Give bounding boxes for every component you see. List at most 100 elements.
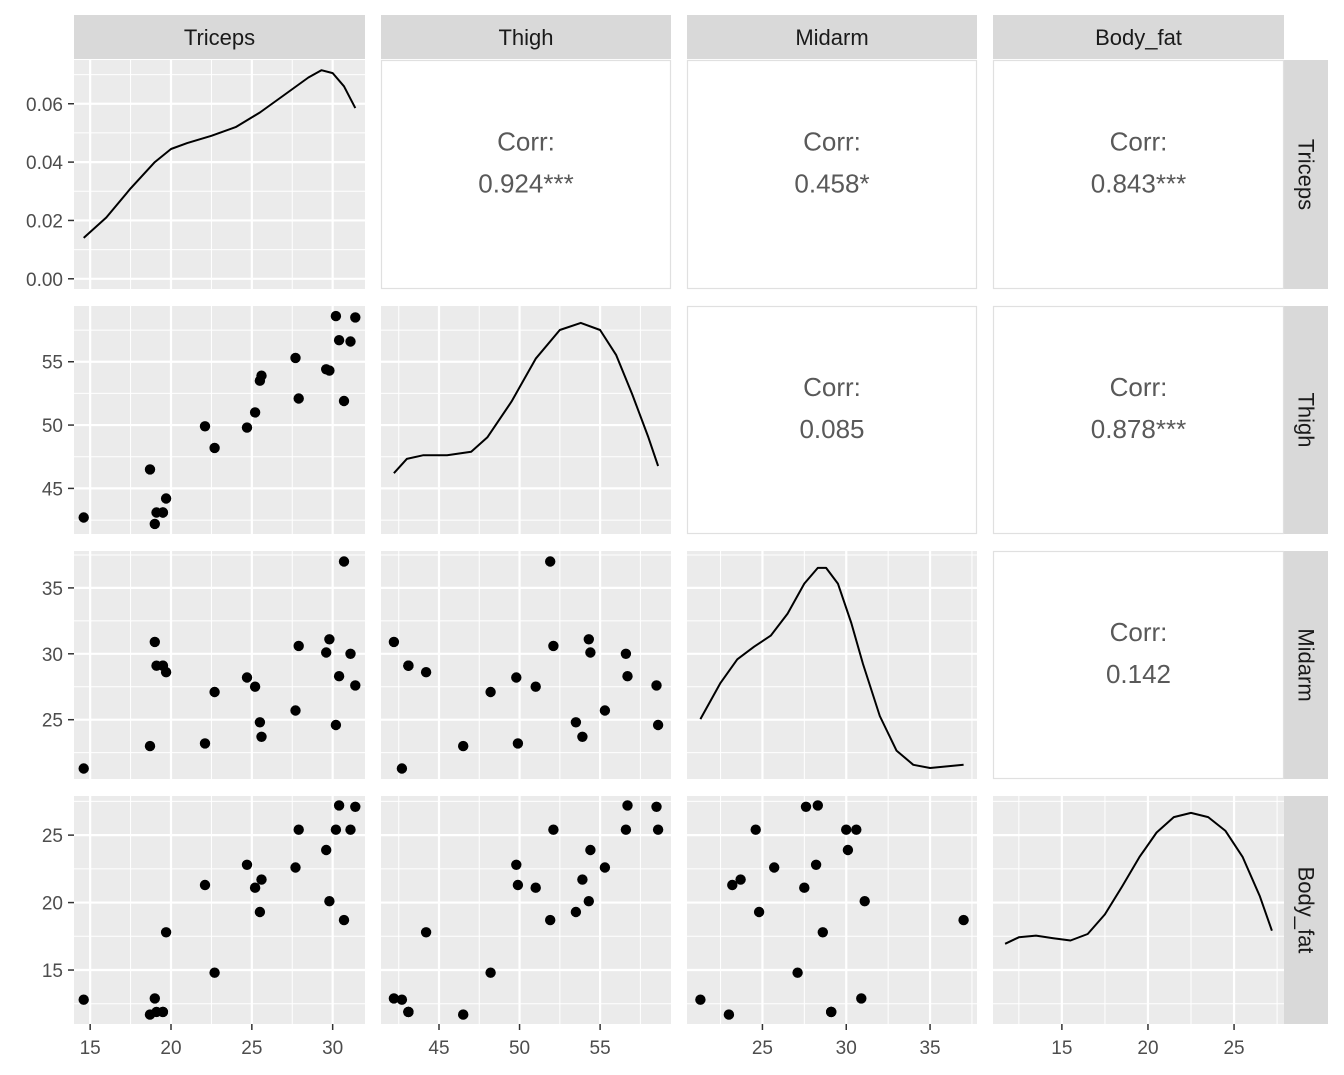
scatter-point bbox=[458, 1009, 469, 1020]
scatter-point bbox=[396, 994, 408, 1005]
scatter-point bbox=[812, 800, 823, 811]
x-axis-midarm: 25 30 35 bbox=[752, 1024, 941, 1059]
scatter-point bbox=[577, 731, 588, 742]
y-tick-label: 30 bbox=[42, 645, 63, 666]
panel-thigh-thigh bbox=[381, 306, 671, 534]
scatter-point bbox=[209, 442, 220, 454]
scatter-point bbox=[570, 906, 582, 918]
top-strip-background bbox=[381, 15, 671, 59]
scatter-point bbox=[753, 906, 765, 918]
scatter-point bbox=[548, 824, 559, 835]
x-tick-label: 55 bbox=[590, 1038, 611, 1059]
y-tick-label: 45 bbox=[42, 479, 63, 500]
y-tick-label: 0.02 bbox=[26, 211, 63, 232]
top-strip-label: Body_fat bbox=[1095, 25, 1182, 50]
correlation-panel-background bbox=[992, 59, 1285, 290]
panel-background bbox=[381, 551, 671, 779]
scatter-point bbox=[723, 1009, 735, 1020]
x-axis-triceps: 15 20 25 30 bbox=[80, 1024, 343, 1059]
scatter-point bbox=[78, 512, 89, 523]
scatter-point bbox=[620, 824, 632, 835]
panel-background bbox=[74, 551, 365, 779]
scatter-point bbox=[256, 874, 267, 885]
panel-thigh-body-fat: Corr: 0.878*** bbox=[992, 305, 1285, 535]
right-strip-background bbox=[1284, 796, 1328, 1024]
scatter-point bbox=[769, 862, 780, 873]
scatter-point bbox=[157, 507, 169, 518]
right-strip-label: Midarm bbox=[1294, 628, 1319, 701]
y-tick-label: 20 bbox=[42, 894, 63, 915]
scatter-point bbox=[254, 906, 266, 918]
top-strip-label: Triceps bbox=[184, 25, 255, 50]
x-tick-label: 25 bbox=[241, 1038, 262, 1059]
scatter-point bbox=[149, 993, 160, 1004]
x-tick-label: 20 bbox=[160, 1038, 181, 1059]
correlation-value: 0.085 bbox=[799, 414, 864, 444]
correlation-label: Corr: bbox=[1110, 372, 1168, 402]
x-tick-label: 20 bbox=[1137, 1038, 1158, 1059]
scatter-point bbox=[290, 352, 301, 364]
x-tick-label: 30 bbox=[836, 1038, 857, 1059]
scatter-point bbox=[249, 681, 261, 692]
scatter-point bbox=[249, 407, 261, 418]
panel-background bbox=[74, 60, 365, 289]
panel-thigh-midarm: Corr: 0.085 bbox=[686, 305, 978, 535]
density-curve-triceps bbox=[83, 69, 357, 239]
correlation-value: 0.458* bbox=[794, 169, 869, 199]
scatter-point bbox=[792, 967, 803, 978]
scatter-point bbox=[78, 763, 89, 774]
scatter-point bbox=[620, 648, 632, 659]
scatter-point bbox=[859, 896, 870, 907]
density-curve-body-fat bbox=[1004, 811, 1273, 945]
scatter-point bbox=[160, 493, 172, 504]
scatter-point bbox=[160, 667, 172, 678]
scatter-point bbox=[583, 634, 594, 645]
scatter-point bbox=[345, 824, 356, 835]
correlation-value: 0.142 bbox=[1106, 659, 1171, 689]
y-tick-label: 0.04 bbox=[26, 153, 63, 174]
panel-triceps-thigh: Corr: 0.924*** bbox=[380, 59, 672, 290]
scatter-point bbox=[817, 927, 828, 938]
scatter-point bbox=[727, 879, 738, 891]
scatter-point bbox=[599, 705, 611, 716]
x-axis-body-fat: 15 20 25 bbox=[1051, 1024, 1245, 1059]
panel-triceps-triceps bbox=[74, 60, 365, 289]
x-tick-label: 45 bbox=[428, 1038, 449, 1059]
panel-midarm-thigh bbox=[381, 551, 671, 779]
top-strip-body-fat: Body_fat bbox=[993, 15, 1284, 59]
scatter-point bbox=[160, 927, 172, 938]
scatter-point bbox=[338, 556, 350, 567]
scatter-point bbox=[199, 421, 211, 432]
scatter-point bbox=[570, 717, 582, 728]
scatter-point bbox=[256, 731, 267, 742]
panel-triceps-midarm: Corr: 0.458* bbox=[686, 59, 978, 290]
scatter-point bbox=[254, 717, 266, 728]
scatter-point bbox=[330, 310, 342, 322]
scatter-point bbox=[841, 824, 852, 835]
scatter-point bbox=[530, 681, 541, 692]
correlation-panel-background bbox=[380, 59, 672, 290]
scatter-point bbox=[290, 862, 301, 873]
panel-body-fat-body-fat bbox=[993, 796, 1284, 1024]
x-tick-label: 15 bbox=[80, 1038, 101, 1059]
y-axis-thigh: 45 50 55 bbox=[42, 353, 74, 500]
correlation-label: Corr: bbox=[497, 127, 555, 157]
scatter-point bbox=[78, 994, 89, 1005]
right-strip-body-fat: Body_fat bbox=[1284, 796, 1328, 1024]
scatter-point bbox=[199, 738, 211, 749]
top-strip-thigh: Thigh bbox=[381, 15, 671, 59]
scatter-point bbox=[958, 914, 969, 926]
panel-midarm-body-fat: Corr: 0.142 bbox=[992, 550, 1285, 780]
x-tick-label: 35 bbox=[919, 1038, 940, 1059]
panel-background bbox=[687, 551, 977, 779]
panel-background bbox=[381, 796, 671, 1024]
panel-thigh-triceps bbox=[74, 306, 365, 534]
scatter-point bbox=[420, 927, 432, 938]
scatter-point bbox=[241, 859, 253, 870]
panel-background bbox=[687, 796, 977, 1024]
x-tick-label: 30 bbox=[322, 1038, 343, 1059]
scatter-point bbox=[144, 464, 156, 475]
correlation-panel-background bbox=[686, 59, 978, 290]
correlation-panel-background bbox=[992, 550, 1285, 780]
scatter-point bbox=[800, 801, 812, 812]
